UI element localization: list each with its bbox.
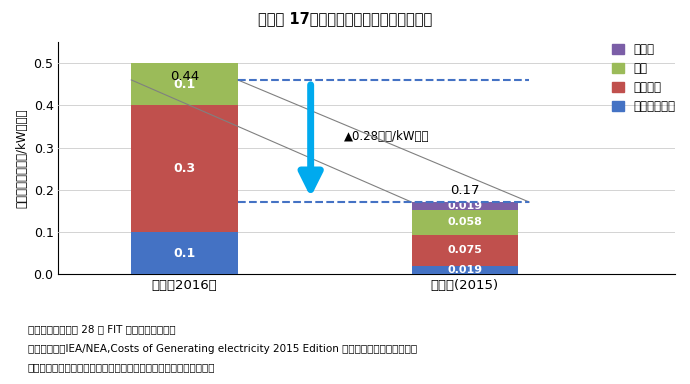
Text: 0.019: 0.019 [447,201,482,211]
Text: 0.1: 0.1 [173,78,196,91]
Bar [131,232,238,274]
Text: 0.058: 0.058 [447,217,482,227]
Bar [411,210,518,235]
Text: 資源総合システムがヒアリングにより調査した内訳比率を適用。: 資源総合システムがヒアリングにより調査した内訳比率を適用。 [28,362,215,372]
Legend: その他, 保険, 保守管理, モニタリング: その他, 保険, 保守管理, モニタリング [612,43,676,113]
Text: 0.44: 0.44 [170,70,199,83]
Bar [411,235,518,266]
Text: 《参考 17　運転維持価格の内外価格差》: 《参考 17 運転維持価格の内外価格差》 [258,12,432,26]
Bar [131,105,238,232]
Text: 出典：日本は平成 28 年 FIT 年報データより。: 出典：日本は平成 28 年 FIT 年報データより。 [28,324,175,334]
Text: ドイツは、IEA/NEA,Costs of Generating electricity 2015 Edition に基づき算出した金額に、: ドイツは、IEA/NEA,Costs of Generating electri… [28,344,417,354]
Bar [411,266,518,274]
Bar [131,63,238,105]
Text: 0.1: 0.1 [173,247,196,260]
Text: 0.019: 0.019 [447,265,482,275]
Text: 0.3: 0.3 [173,162,195,175]
Text: 0.075: 0.075 [447,245,482,255]
Text: ▲0.28万円/kW・年: ▲0.28万円/kW・年 [344,130,430,143]
Bar [411,202,518,210]
Text: 0.17: 0.17 [450,184,480,197]
Y-axis label: 運転維持費［万円/kW・年］: 運転維持費［万円/kW・年］ [15,108,28,208]
